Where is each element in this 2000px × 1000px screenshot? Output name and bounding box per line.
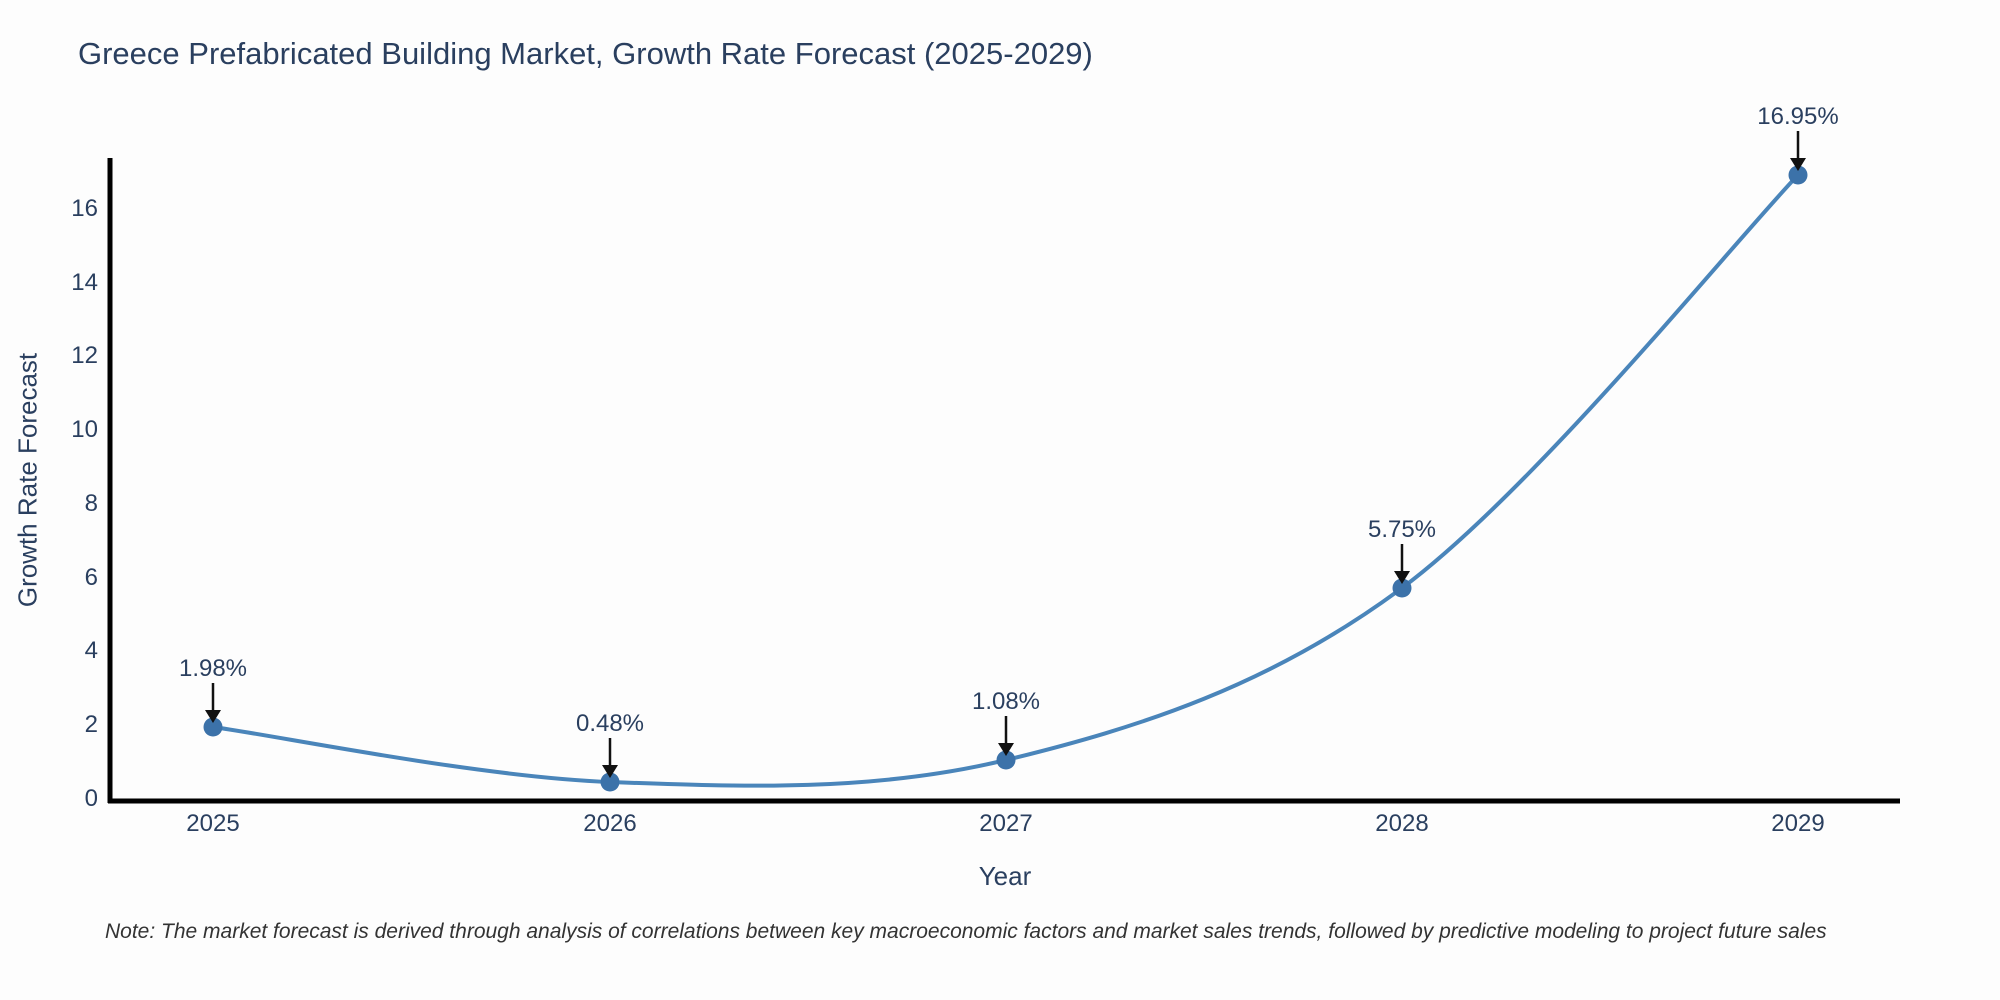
data-point-2027 bbox=[996, 750, 1016, 770]
y-tick-label-2: 2 bbox=[84, 711, 98, 738]
annotation-arrow-2029 bbox=[1790, 131, 1806, 171]
y-tick-label-14: 14 bbox=[71, 269, 98, 296]
y-tick-label-10: 10 bbox=[71, 416, 98, 443]
x-tick-label-2028: 2028 bbox=[1375, 810, 1429, 837]
y-tick-label-16: 16 bbox=[71, 195, 98, 222]
annotation-label-2027: 1.08% bbox=[971, 688, 1041, 715]
data-point-2026 bbox=[600, 772, 620, 792]
data-point-2029 bbox=[1788, 165, 1808, 185]
y-tick-label-12: 12 bbox=[71, 342, 98, 369]
annotation-arrow-2025 bbox=[205, 683, 221, 723]
annotation-label-2028: 5.75% bbox=[1367, 516, 1437, 543]
annotation-label-2026: 0.48% bbox=[575, 710, 645, 737]
x-axis-title: Year bbox=[978, 861, 1032, 891]
annotation-arrow-2028 bbox=[1394, 544, 1410, 584]
data-point-2025 bbox=[203, 717, 223, 737]
footnote: Note: The market forecast is derived thr… bbox=[105, 920, 1827, 943]
annotation-arrow-2027 bbox=[998, 716, 1014, 756]
annotation-label-2029: 16.95% bbox=[1757, 103, 1839, 130]
x-tick-label-2025: 2025 bbox=[186, 810, 240, 837]
y-tick-label-6: 6 bbox=[84, 564, 98, 591]
y-tick-label-0: 0 bbox=[84, 785, 98, 812]
annotation-arrow-2026 bbox=[602, 738, 618, 778]
data-point-2028 bbox=[1392, 578, 1412, 598]
x-tick-label-2029: 2029 bbox=[1771, 810, 1825, 837]
chart-title: Greece Prefabricated Building Market, Gr… bbox=[78, 36, 1093, 71]
y-tick-label-4: 4 bbox=[84, 637, 98, 664]
y-tick-label-8: 8 bbox=[84, 490, 98, 517]
annotation-label-2025: 1.98% bbox=[178, 655, 248, 682]
x-tick-label-2027: 2027 bbox=[979, 810, 1033, 837]
x-tick-label-2026: 2026 bbox=[583, 810, 637, 837]
forecast-line bbox=[211, 173, 1800, 788]
